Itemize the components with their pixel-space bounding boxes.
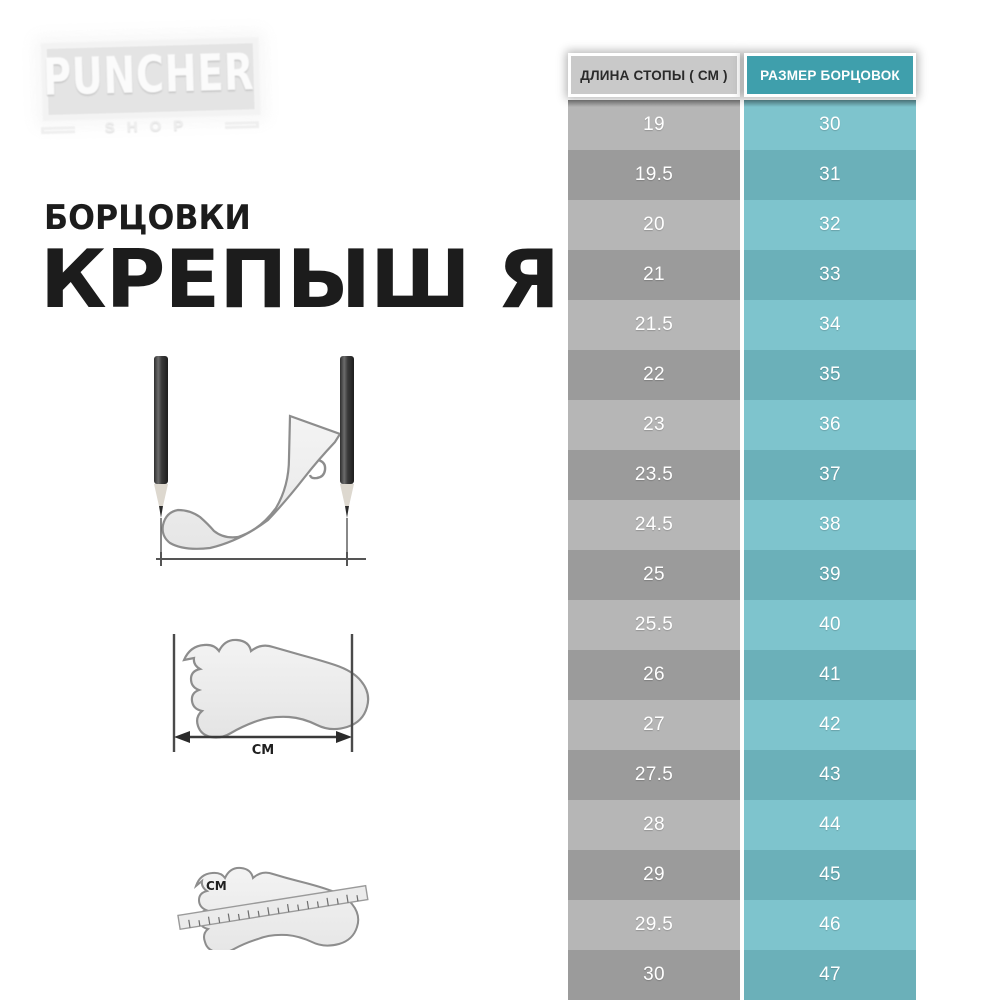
cell-shoe-size: 30 — [744, 100, 916, 150]
foot-side-view-diagram — [128, 338, 390, 593]
cell-foot-length: 23 — [568, 400, 740, 450]
footprint-ruler-svg: CM — [177, 866, 369, 954]
page-kicker: БОРЦОВКИ — [44, 198, 251, 238]
cell-shoe-size: 37 — [744, 450, 916, 500]
column-header-shoe-size: РАЗМЕР БОРЦОВОК — [744, 53, 916, 97]
pencil-heel-icon — [154, 356, 168, 559]
footprint-top-view-diagram: CM — [140, 612, 390, 782]
table-row: 25 39 — [568, 550, 916, 600]
cell-shoe-size: 39 — [744, 550, 916, 600]
cell-shoe-size: 35 — [744, 350, 916, 400]
table-row: 27 42 — [568, 700, 916, 750]
cell-shoe-size: 42 — [744, 700, 916, 750]
table-row: 23 36 — [568, 400, 916, 450]
cell-foot-length: 27.5 — [568, 750, 740, 800]
cell-foot-length: 25.5 — [568, 600, 740, 650]
cell-foot-length: 19.5 — [568, 150, 740, 200]
ankle-mark — [308, 458, 327, 480]
cell-foot-length: 29.5 — [568, 900, 740, 950]
table-row: 27.5 43 — [568, 750, 916, 800]
cell-shoe-size: 44 — [744, 800, 916, 850]
puncher-shop-logo: PUNCHER SHOP — [32, 29, 275, 154]
cell-shoe-size: 36 — [744, 400, 916, 450]
table-row: 28 44 — [568, 800, 916, 850]
table-row: 23.5 37 — [568, 450, 916, 500]
column-header-foot-length: ДЛИНА СТОПЫ ( СМ ) — [568, 53, 740, 97]
cell-shoe-size: 41 — [744, 650, 916, 700]
cell-foot-length: 21 — [568, 250, 740, 300]
cell-foot-length: 24.5 — [568, 500, 740, 550]
cell-foot-length: 26 — [568, 650, 740, 700]
cell-shoe-size: 33 — [744, 250, 916, 300]
footprint-top-view-svg: CM — [172, 634, 370, 758]
page-title: КРЕПЫШ Я — [40, 233, 560, 326]
table-row: 29 45 — [568, 850, 916, 900]
cell-foot-length: 20 — [568, 200, 740, 250]
foot-silhouette — [161, 414, 342, 550]
measurement-arrow — [174, 731, 352, 743]
table-header-row: ДЛИНА СТОПЫ ( СМ ) РАЗМЕР БОРЦОВОК — [568, 53, 916, 97]
cell-foot-length: 27 — [568, 700, 740, 750]
cell-shoe-size: 32 — [744, 200, 916, 250]
table-row: 25.5 40 — [568, 600, 916, 650]
foot-side-view-svg — [154, 356, 366, 566]
cell-shoe-size: 45 — [744, 850, 916, 900]
cell-foot-length: 25 — [568, 550, 740, 600]
table-row: 22 35 — [568, 350, 916, 400]
cell-foot-length: 29 — [568, 850, 740, 900]
pencil-toe-icon — [340, 356, 354, 559]
cell-shoe-size: 46 — [744, 900, 916, 950]
ruler-icon — [177, 884, 369, 931]
logo-wordmark: PUNCHER — [42, 43, 255, 108]
table-row: 29.5 46 — [568, 900, 916, 950]
cell-shoe-size: 34 — [744, 300, 916, 350]
table-row: 20 32 — [568, 200, 916, 250]
cell-foot-length: 19 — [568, 100, 740, 150]
table-row: 26 41 — [568, 650, 916, 700]
unit-label-cm-ruler: CM — [206, 879, 227, 893]
cell-foot-length: 22 — [568, 350, 740, 400]
cell-shoe-size: 31 — [744, 150, 916, 200]
cell-shoe-size: 43 — [744, 750, 916, 800]
footprint-silhouette — [182, 638, 370, 739]
cell-shoe-size: 40 — [744, 600, 916, 650]
cell-shoe-size: 38 — [744, 500, 916, 550]
cell-foot-length: 30 — [568, 950, 740, 1000]
cell-shoe-size: 47 — [744, 950, 916, 1000]
table-body: 19 30 19.5 31 20 32 21 33 21.5 34 22 35 23 36 23.5 37 24… — [568, 100, 916, 1000]
table-row: 21 33 — [568, 250, 916, 300]
table-row: 19 30 — [568, 100, 916, 150]
cell-foot-length: 23.5 — [568, 450, 740, 500]
cell-foot-length: 28 — [568, 800, 740, 850]
footprint-ruler-diagram: CM — [160, 838, 392, 955]
cell-foot-length: 21.5 — [568, 300, 740, 350]
table-row: 21.5 34 — [568, 300, 916, 350]
table-row: 24.5 38 — [568, 500, 916, 550]
unit-label-cm-top: CM — [252, 743, 274, 758]
size-chart-table: ДЛИНА СТОПЫ ( СМ ) РАЗМЕР БОРЦОВОК 19 30 1… — [568, 53, 916, 1000]
table-row: 30 47 — [568, 950, 916, 1000]
table-row: 19.5 31 — [568, 150, 916, 200]
